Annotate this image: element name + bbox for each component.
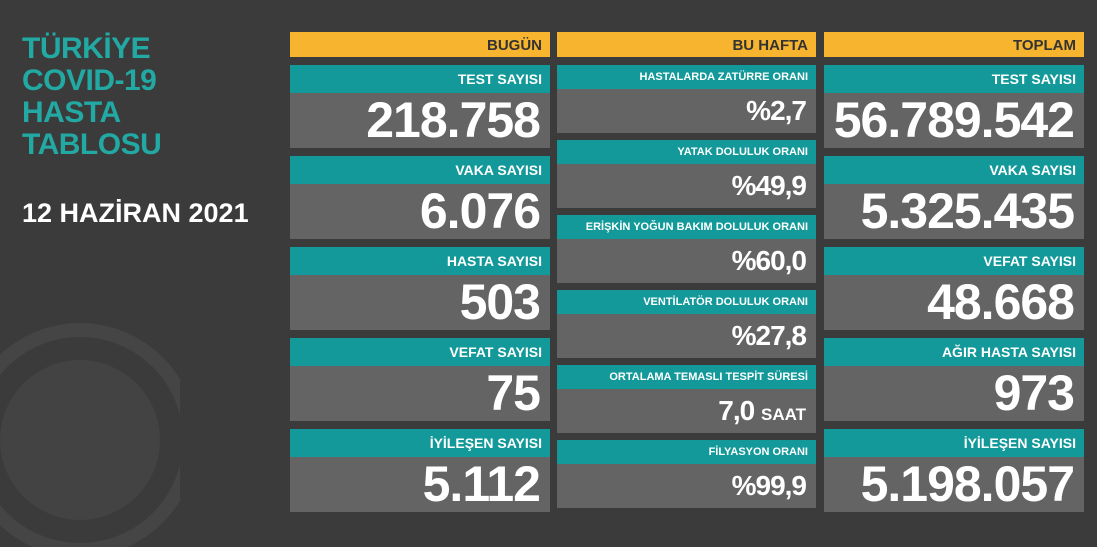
value-text: 5.112 [422, 456, 541, 512]
card-label: İYİLEŞEN SAYISI [290, 429, 550, 457]
value-text: %99,9 [731, 470, 807, 501]
card-value: 218.758 [290, 93, 550, 148]
card-label: VEFAT SAYISI [824, 247, 1084, 275]
card-value: 75 [290, 366, 550, 421]
card-label: AĞIR HASTA SAYISI [824, 338, 1084, 366]
value-text: 56.789.542 [833, 92, 1075, 148]
date: 12 HAZİRAN 2021 [22, 198, 249, 228]
column-header: TOPLAM [824, 32, 1084, 57]
card-label: İYİLEŞEN SAYISI [824, 429, 1084, 457]
value-text: %49,9 [731, 170, 807, 201]
value-text: 48.668 [927, 274, 1075, 330]
card-value: 7,0 SAAT [557, 389, 816, 433]
card-label: TEST SAYISI [824, 65, 1084, 93]
value-text: 6.076 [419, 183, 541, 239]
card-label: YATAK DOLULUK ORANI [557, 140, 816, 164]
card-value: %60,0 [557, 239, 816, 283]
card-label: ORTALAMA TEMASLI TESPİT SÜRESİ [557, 365, 816, 389]
value-text: %60,0 [731, 245, 807, 276]
card-value: 56.789.542 [824, 93, 1084, 148]
card-label: VENTİLATÖR DOLULUK ORANI [557, 290, 816, 314]
card-label: HASTALARDA ZATÜRRE ORANI [557, 65, 816, 89]
card-value: 503 [290, 275, 550, 330]
card-value: %2,7 [557, 89, 816, 133]
value-unit: SAAT [760, 405, 806, 424]
value-text: 503 [459, 274, 541, 330]
title-line: TÜRKİYE [22, 32, 151, 65]
column-header: BUGÜN [290, 32, 550, 57]
card-label: VAKA SAYISI [824, 156, 1084, 184]
card-value: %49,9 [557, 164, 816, 208]
card-label: VAKA SAYISI [290, 156, 550, 184]
card-value: %99,9 [557, 464, 816, 508]
title-line: TABLOSU [22, 128, 162, 161]
card-value: 5.325.435 [824, 184, 1084, 239]
card-value: %27,8 [557, 314, 816, 358]
value-text: 7,0 [718, 395, 755, 426]
title-line: HASTA [22, 96, 121, 129]
card-value: 973 [824, 366, 1084, 421]
value-text: 973 [993, 365, 1075, 421]
value-text: 218.758 [366, 92, 541, 148]
value-text: 5.198.057 [860, 456, 1075, 512]
value-text: %27,8 [731, 320, 807, 351]
value-text: 5.325.435 [860, 183, 1075, 239]
card-label: FİLYASYON ORANI [557, 440, 816, 464]
card-value: 48.668 [824, 275, 1084, 330]
card-label: VEFAT SAYISI [290, 338, 550, 366]
value-text: %2,7 [746, 95, 807, 126]
column-header: BU HAFTA [557, 32, 816, 57]
card-label: ERİŞKİN YOĞUN BAKIM DOLULUK ORANI [557, 215, 816, 239]
emblem [0, 323, 180, 547]
card-value: 6.076 [290, 184, 550, 239]
value-text: 75 [486, 365, 541, 421]
card-label: HASTA SAYISI [290, 247, 550, 275]
title-line: COVID-19 [22, 64, 157, 97]
card-value: 5.198.057 [824, 457, 1084, 512]
card-value: 5.112 [290, 457, 550, 512]
card-label: TEST SAYISI [290, 65, 550, 93]
